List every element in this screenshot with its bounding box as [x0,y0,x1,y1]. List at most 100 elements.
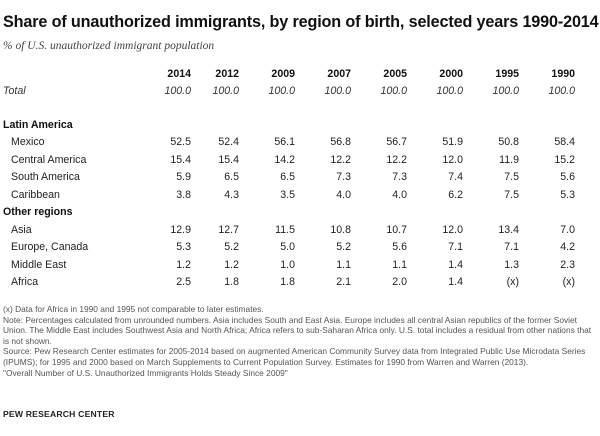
table-cell: 4.3 [224,188,239,201]
brand-label: PEW RESEARCH CENTER [3,409,115,419]
table-cell: 11.9 [499,153,519,166]
source-text: Source: Pew Research Center estimates fo… [3,346,586,367]
table-cell: 1.2 [224,258,239,271]
table-cell: 1.4 [448,258,463,271]
row-label: South America [11,171,80,184]
table-cell: 2.1 [336,276,351,289]
spacer-row [3,100,575,116]
table-cell: 10.7 [386,223,407,236]
table-cell: 4.2 [560,241,575,254]
column-header: 2005 [383,67,407,80]
table-cell: 100.0 [436,85,463,98]
table-cell: 4.0 [392,188,407,201]
table-cell: 51.9 [442,136,463,149]
table-cell: 1.1 [336,258,351,271]
table-cell: 15.4 [218,153,239,166]
table-cell: 7.1 [504,241,519,254]
row-label: Middle East [11,258,67,271]
section-header-row: Latin America [3,116,575,134]
table-cell: 100.0 [164,85,191,98]
table-cell: 5.2 [336,241,351,254]
table-cell: 3.8 [176,188,191,201]
column-header: 2000 [439,67,463,80]
row-label: Europe, Canada [11,241,89,254]
table-cell: 52.5 [170,136,191,149]
section-label: Other regions [3,206,73,219]
table-row: Asia 12.9 12.7 11.5 10.8 10.7 12.0 13.4 7.0 [3,221,575,239]
data-table: 2014 2012 2009 2007 2005 2000 1995 1990 Total 10… [3,65,575,291]
table-cell: 6.2 [448,188,463,201]
table-cell: 100.0 [268,85,295,98]
row-label: Total [3,85,26,98]
row-label: Caribbean [11,188,60,201]
table-cell: 7.5 [504,188,519,201]
table-cell: 13.4 [498,223,519,236]
section-label: Latin America [3,118,73,131]
report-title: "Overall Number of U.S. Unauthorized Imm… [3,367,288,378]
table-cell: 58.4 [554,136,575,149]
table-row: Caribbean 3.8 4.3 3.5 4.0 4.0 6.2 7.5 5.3 [3,186,575,204]
table-cell: 5.0 [280,241,295,254]
table-cell: 10.8 [330,223,351,236]
table-row-total: Total 100.0 100.0 100.0 100.0 100.0 100.0 100.0… [3,83,575,101]
table-cell: 6.5 [224,171,239,184]
table-cell: 100.0 [380,85,407,98]
table-cell: 1.8 [280,276,295,289]
column-header: 2009 [271,67,295,80]
table-cell: 2.3 [560,258,575,271]
table-cell: 5.3 [560,188,575,201]
x-footnote: (x) Data for Africa in 1990 and 1995 not… [3,304,264,314]
table-cell: (x) [506,276,519,289]
table-cell: 50.8 [498,136,519,149]
table-cell: 7.0 [560,223,575,236]
table-cell: 11.5 [275,223,295,236]
table-cell: 5.3 [176,241,191,254]
table-cell: 1.3 [504,258,519,271]
table-cell: 3.5 [280,188,295,201]
row-label: Asia [11,223,32,236]
column-header: 2014 [167,67,191,80]
table-row: Middle East 1.2 1.2 1.0 1.1 1.1 1.4 1.3 2.3 [3,256,575,274]
table-cell: 12.9 [170,223,191,236]
row-label: Africa [11,276,39,289]
table-cell: 7.3 [392,171,407,184]
table-cell: 1.4 [448,276,463,289]
table-cell: 5.2 [224,241,239,254]
table-cell: 100.0 [548,85,575,98]
table-cell: 100.0 [492,85,519,98]
table-cell: (x) [562,276,575,289]
table-cell: 6.5 [280,171,295,184]
header-row: 2014 2012 2009 2007 2005 2000 1995 1990 [3,65,575,83]
table-cell: 52.4 [218,136,239,149]
table-cell: 12.0 [442,223,463,236]
table-cell: 100.0 [324,85,351,98]
row-label: Central America [11,153,87,166]
notes-block: (x) Data for Africa in 1990 and 1995 not… [3,304,597,378]
table-cell: 56.8 [330,136,351,149]
table-row: Central America 15.4 15.4 14.2 12.2 12.2 12.0 1… [3,151,575,169]
table-cell: 15.2 [554,153,575,166]
table-cell: 12.7 [218,223,239,236]
table-row: Europe, Canada 5.3 5.2 5.0 5.2 5.6 7.1 7.1 4.2 [3,239,575,257]
table-cell: 4.0 [336,188,351,201]
table-cell: 2.0 [392,276,407,289]
column-header: 1990 [551,67,575,80]
table-row: Africa 2.5 1.8 1.8 2.1 2.0 1.4 (x) (x) [3,274,575,292]
spacer-cell [3,100,575,116]
column-header: 2012 [215,67,239,80]
section-header-row: Other regions [3,204,575,222]
table-cell: 56.7 [386,136,407,149]
table-cell: 100.0 [212,85,239,98]
table-row: Mexico 52.5 52.4 56.1 56.8 56.7 51.9 50.8 58.4 [3,134,575,152]
table-cell: 1.0 [280,258,295,271]
note-text: Note: Percentages calculated from unroun… [3,314,592,346]
table-cell: 14.2 [274,153,295,166]
table-row: South America 5.9 6.5 6.5 7.3 7.3 7.4 7.5 5.6 [3,169,575,187]
table-cell: 15.4 [170,153,191,166]
table-cell: 7.5 [504,171,519,184]
table-cell: 2.5 [176,276,191,289]
chart-subtitle: % of U.S. unauthorized immigrant populat… [3,40,215,52]
table-cell: 1.1 [392,258,407,271]
chart-title: Share of unauthorized immigrants, by reg… [3,13,599,31]
table-cell: 12.0 [442,153,463,166]
